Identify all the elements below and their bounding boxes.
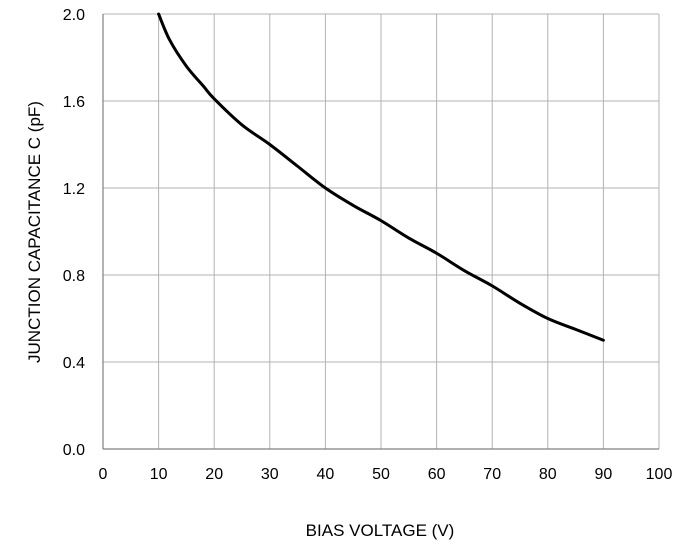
y-tick-label-2.0: 2.0 [63,7,85,24]
x-tick-label-40: 40 [317,466,335,483]
y-tick-label-0.8: 0.8 [63,268,85,285]
x-tick-label-90: 90 [595,466,613,483]
label-layer: BIAS VOLTAGE (V) JUNCTION CAPACITANCE C … [25,101,454,540]
grid-layer [103,13,660,449]
x-tick-label-80: 80 [539,466,557,483]
y-tick-label-1.6: 1.6 [63,94,85,111]
y-tick-label-0.0: 0.0 [63,442,85,459]
x-tick-label-50: 50 [372,466,390,483]
x-axis-title: BIAS VOLTAGE (V) [306,521,455,540]
series-layer [157,12,605,342]
y-tick-label-0.4: 0.4 [63,355,85,372]
axis-layer: 0 10 20 30 40 50 60 70 80 90 100 0.0 0.4 0.8 1.2 1.6 2.0 [63,7,673,483]
x-tick-label-100: 100 [646,466,673,483]
y-axis-title: JUNCTION CAPACITANCE C (pF) [25,101,44,363]
x-tick-label-70: 70 [483,466,501,483]
x-tick-label-10: 10 [150,466,168,483]
x-tick-label-20: 20 [205,466,223,483]
x-tick-label-0: 0 [99,466,108,483]
y-tick-label-1.2: 1.2 [63,181,85,198]
capacitance-curve-0 [157,12,605,342]
x-tick-label-60: 60 [428,466,446,483]
x-tick-label-30: 30 [261,466,279,483]
